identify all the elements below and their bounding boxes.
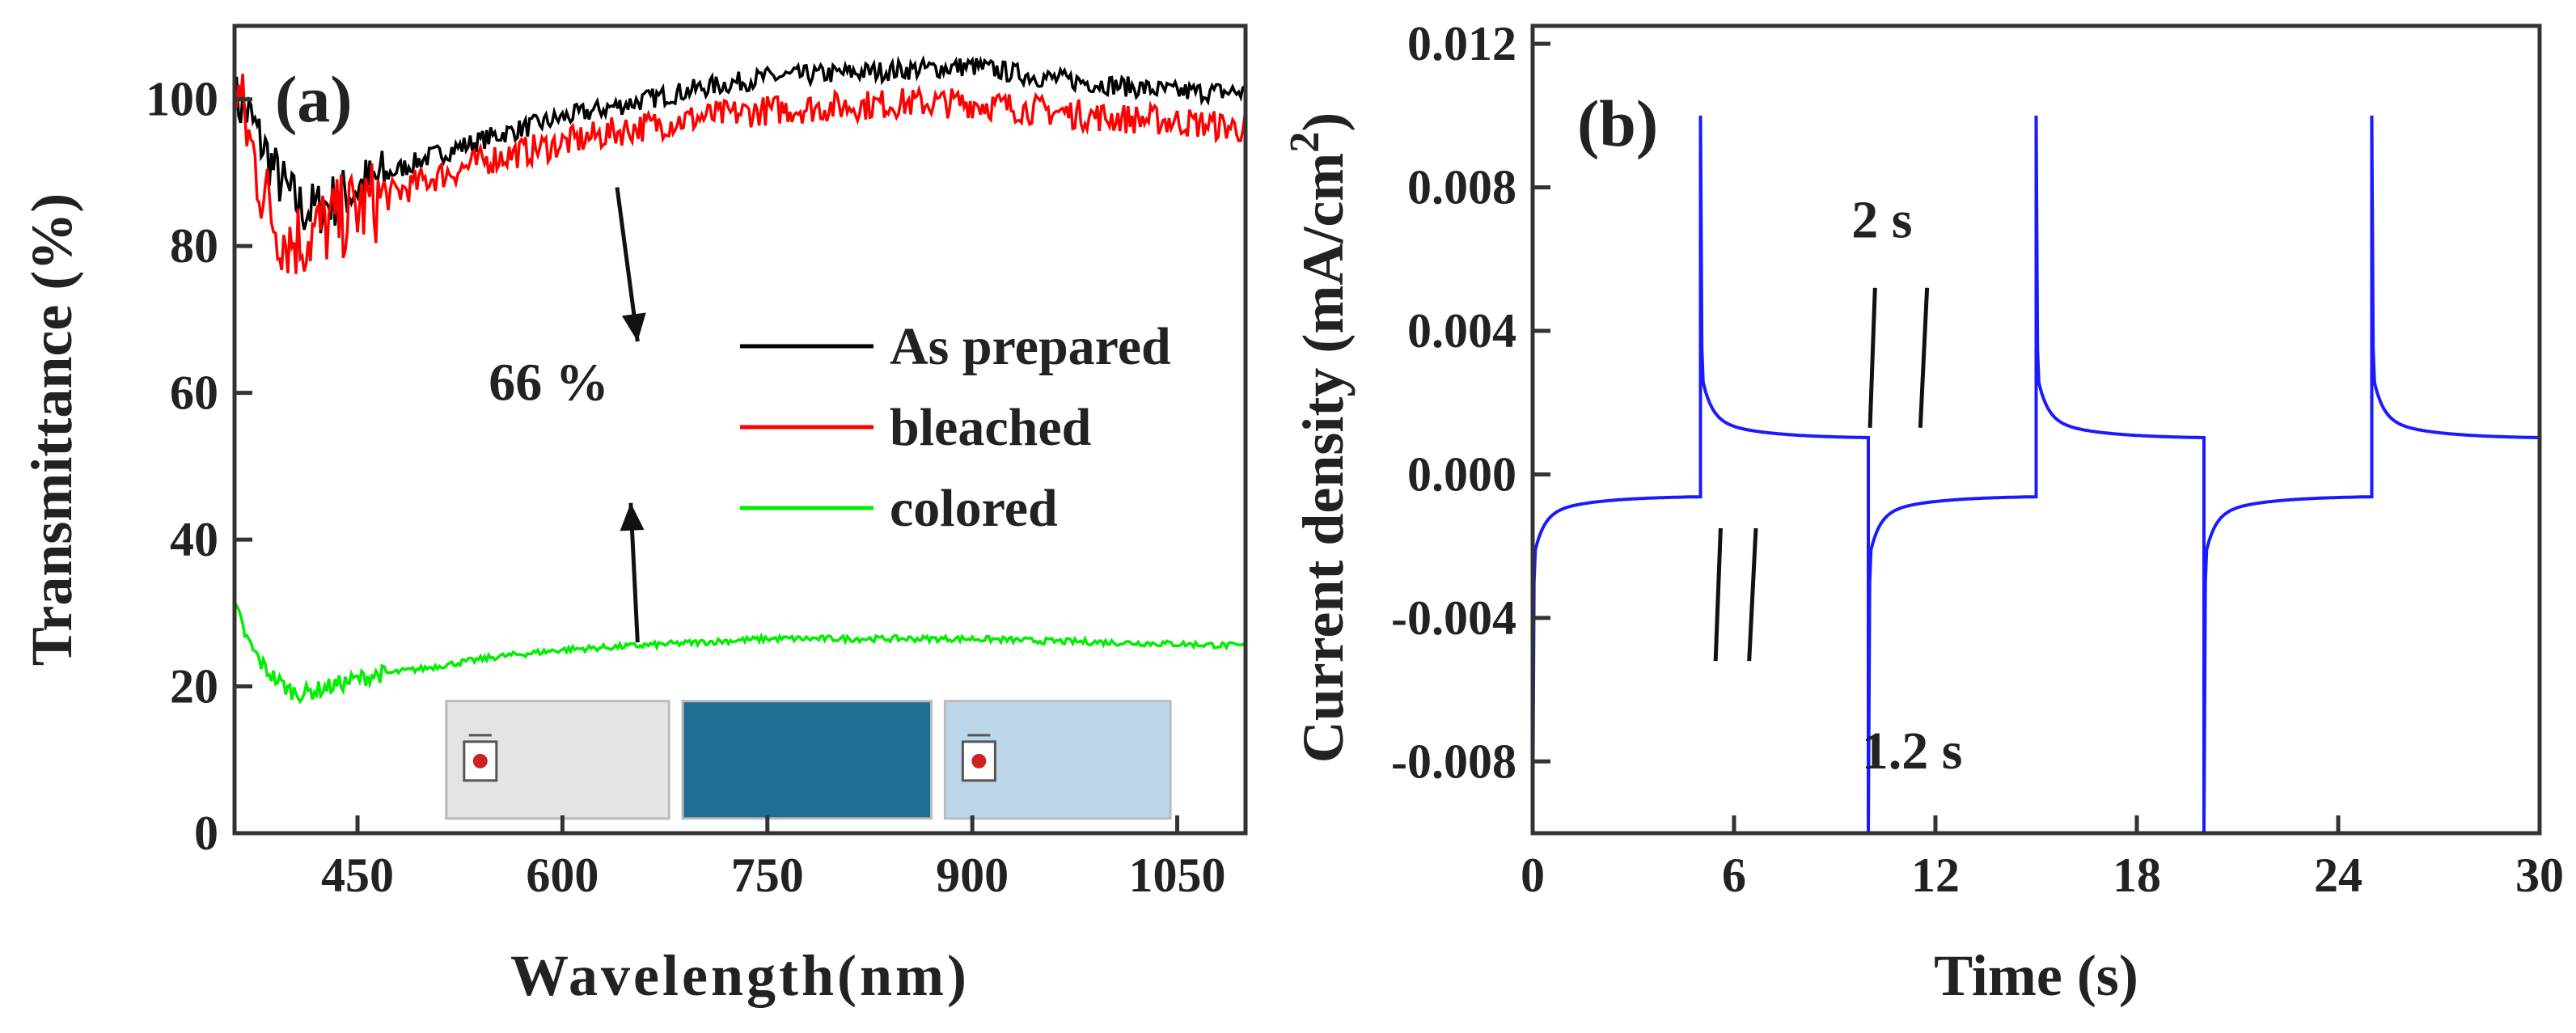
y-axis-title: Transmittance (%)	[19, 193, 84, 667]
current-density-line	[1531, 115, 2541, 834]
x-tick-label: 750	[731, 849, 804, 902]
x-tick-label: 900	[936, 849, 1009, 902]
y-tick-label: 20	[170, 660, 218, 713]
plot-frame	[1530, 23, 2542, 836]
time-marker-line	[1713, 527, 1723, 662]
y-axis-title-superscript: 2	[1282, 132, 1328, 153]
x-tick-label: 24	[2314, 849, 2362, 902]
arrow-head	[621, 312, 646, 342]
emblem-dot	[971, 753, 987, 768]
time-marker-line	[1747, 527, 1758, 662]
x-axis-title: Wavelength(nm)	[510, 943, 970, 1008]
y-tick-label: 0	[194, 807, 218, 860]
y-tick-label: 0.000	[1407, 447, 1516, 501]
y-tick-label: 100	[146, 73, 218, 126]
time-marker-line	[1918, 287, 1930, 428]
legend-label: bleached	[890, 398, 1091, 457]
y-tick-label: 0.004	[1407, 304, 1516, 358]
panel-b-current-density-chart: 0 6 12 18 24 30 -0.008 -0.004 0.000 0.004 0.008 0.0…	[1282, 17, 2564, 1008]
plot-frame	[232, 23, 1248, 836]
y-tick-label: 80	[170, 219, 218, 273]
panel-label-a: (a)	[275, 62, 353, 136]
emblem-icon	[463, 734, 498, 782]
emblem-icon	[961, 734, 996, 782]
annotation-label: 2 s	[1851, 191, 1912, 250]
panel-a-transmittance-chart: 450 600 750 900 1050 0 20 40 60 80 100 Wavelength(n…	[19, 23, 1248, 1008]
x-tick-label: 18	[2113, 849, 2161, 902]
series-line-bleached	[233, 74, 1246, 274]
panel-label-b: (b)	[1577, 87, 1658, 160]
y-axis-title: Current density (mA/cm2)	[1282, 112, 1356, 764]
y-axis-title-main: Current density (mA/cm	[1291, 153, 1356, 764]
x-axis-title: Time (s)	[1934, 943, 2138, 1008]
y-tick-label: 0.012	[1407, 17, 1516, 70]
inset-photo-2	[681, 700, 933, 820]
annotation-label: 1.2 s	[1862, 722, 1963, 781]
x-tick-label: 12	[1911, 849, 1960, 902]
x-tick-label: 0	[1521, 849, 1545, 902]
x-tick-label: 6	[1722, 849, 1746, 902]
y-tick-label: 40	[170, 513, 218, 566]
legend-label: colored	[890, 479, 1058, 538]
x-tick-label: 1050	[1129, 849, 1226, 902]
y-tick-label: 60	[170, 366, 218, 420]
y-tick-label: -0.008	[1391, 735, 1516, 788]
time-marker-line	[1867, 287, 1877, 428]
legend-label: As prepared	[890, 317, 1171, 376]
x-tick-label: 450	[321, 849, 394, 902]
series-line-colored	[233, 602, 1246, 705]
x-tick-label: 30	[2515, 849, 2564, 902]
y-axis-title-suffix: )	[1291, 112, 1356, 132]
x-tick-label: 600	[526, 849, 599, 902]
arrow-head	[620, 502, 645, 531]
annotation-label: 66 %	[489, 354, 609, 413]
emblem-dot	[472, 753, 488, 768]
y-tick-label: -0.004	[1391, 591, 1516, 645]
y-tick-label: 0.008	[1407, 161, 1516, 214]
series-line-as-prepared	[233, 55, 1246, 234]
